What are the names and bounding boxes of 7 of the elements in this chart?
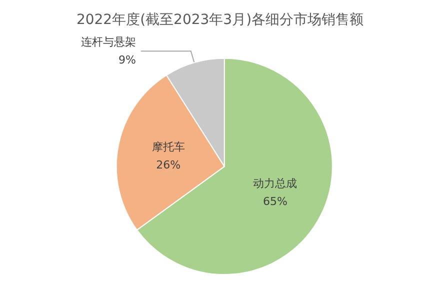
- chart-title: 2022年度(截至2023年3月)各细分市场销售额: [76, 12, 364, 28]
- data-label: 65%: [262, 194, 288, 208]
- slice-label: 摩托车: [152, 140, 185, 154]
- slice-label: 连杆与悬架: [80, 36, 136, 49]
- slice-label: 动力总成: [253, 176, 298, 190]
- data-label: 26%: [156, 158, 181, 172]
- data-label: 9%: [118, 54, 136, 67]
